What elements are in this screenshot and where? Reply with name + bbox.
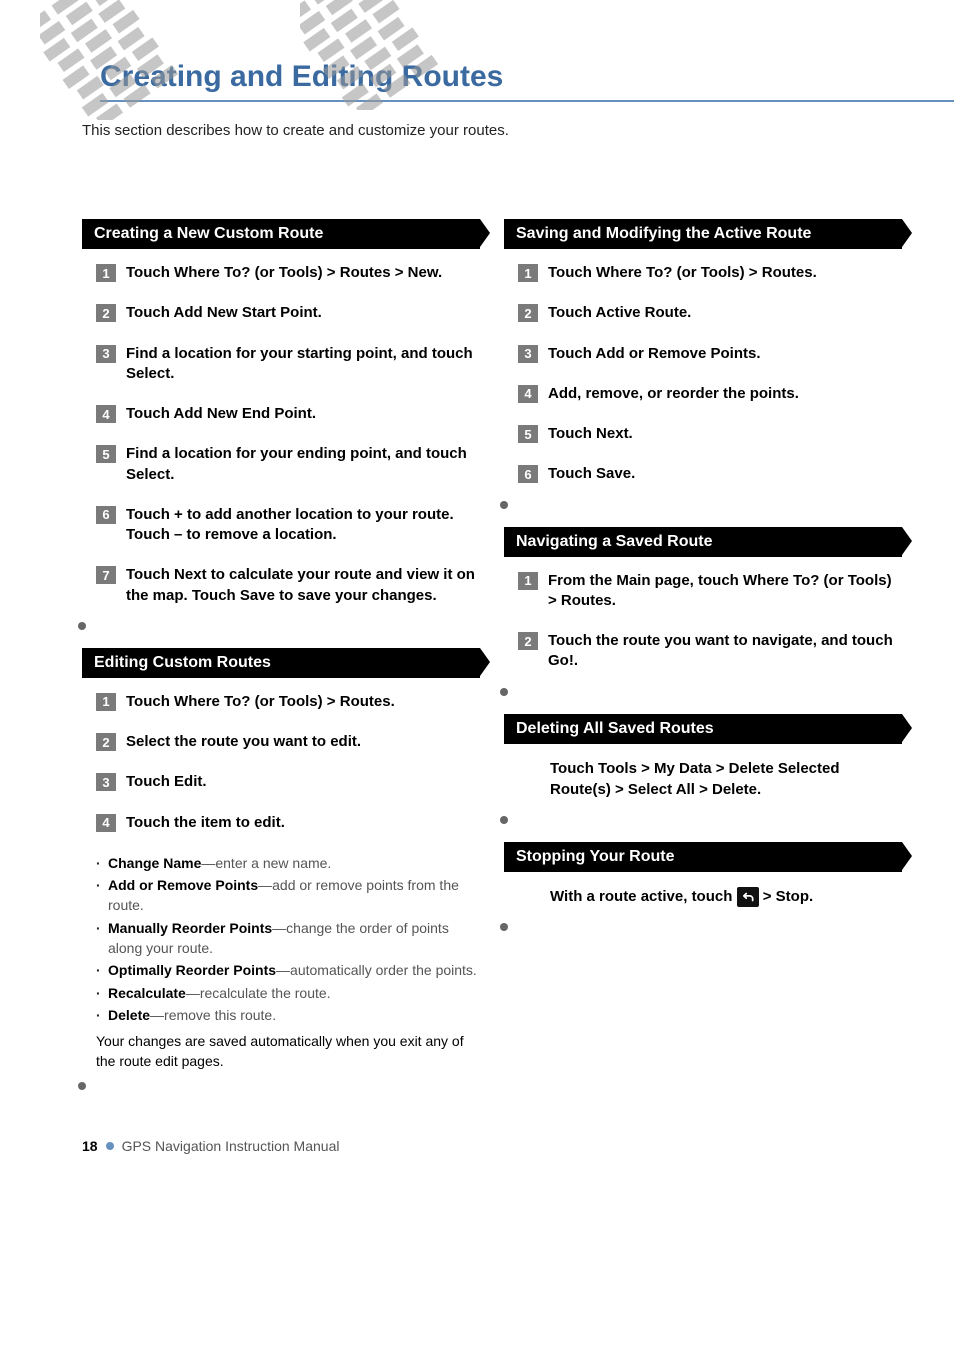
list-item: Add or Remove Points—add or remove point… [96, 875, 480, 916]
step: 3 Touch Add or Remove Points. [518, 344, 902, 364]
step-number: 1 [96, 264, 116, 282]
step-text: Touch Add New Start Point. [126, 303, 322, 323]
step-number: 7 [96, 566, 116, 584]
step: 6 Touch Save. [518, 464, 902, 484]
step-number: 2 [96, 304, 116, 322]
section-header-edit-custom: Editing Custom Routes [82, 648, 480, 678]
footer-manual-title: GPS Navigation Instruction Manual [122, 1138, 340, 1154]
step-text: Touch Next. [548, 424, 633, 444]
section-header-save-modify: Saving and Modifying the Active Route [504, 219, 902, 249]
manual-page: Creating and Editing Routes This section… [0, 0, 954, 1194]
left-column: Creating a New Custom Route 1 Touch Where… [82, 219, 480, 1108]
step-text: Touch Edit. [126, 772, 207, 792]
list-item: Delete—remove this route. [96, 1005, 480, 1025]
step-number: 1 [518, 572, 538, 590]
step-number: 5 [96, 445, 116, 463]
step-text: Touch Next to calculate your route and v… [126, 565, 480, 606]
step: 5 Touch Next. [518, 424, 902, 444]
section-end-dot [78, 622, 86, 630]
step: 7 Touch Next to calculate your route and … [96, 565, 480, 606]
edit-after-text: Your changes are saved automatically whe… [96, 1031, 480, 1072]
footer-dot-icon [106, 1142, 114, 1150]
step-text: Touch Active Route. [548, 303, 691, 323]
step-number: 3 [518, 345, 538, 363]
step-number: 3 [96, 345, 116, 363]
section-end-dot [500, 501, 508, 509]
step: 4 Touch Add New End Point. [96, 404, 480, 424]
content-columns: Creating a New Custom Route 1 Touch Where… [82, 219, 954, 1108]
step: 4 Touch the item to edit. [96, 813, 480, 833]
step: 4 Add, remove, or reorder the points. [518, 384, 902, 404]
step-number: 4 [96, 814, 116, 832]
list-item: Manually Reorder Points—change the order… [96, 918, 480, 959]
step-text: Touch Add New End Point. [126, 404, 316, 424]
step: 1 Touch Where To? (or Tools) > Routes. [96, 692, 480, 712]
step-number: 5 [518, 425, 538, 443]
step-text: Touch the route you want to navigate, an… [548, 631, 902, 672]
back-arrow-icon [737, 887, 759, 907]
section-header-stop: Stopping Your Route [504, 842, 902, 872]
section-end-dot [500, 923, 508, 931]
page-footer: 18 GPS Navigation Instruction Manual [82, 1138, 954, 1154]
list-item: Change Name—enter a new name. [96, 853, 480, 873]
step-number: 4 [96, 405, 116, 423]
right-column: Saving and Modifying the Active Route 1T… [504, 219, 902, 1108]
step: 1 Touch Where To? (or Tools) > Routes. [518, 263, 902, 283]
step: 2 Select the route you want to edit. [96, 732, 480, 752]
step-text: Select the route you want to edit. [126, 732, 361, 752]
step-text: Touch Save. [548, 464, 635, 484]
step-text: Find a location for your ending point, a… [126, 444, 480, 485]
step: 2 Touch Active Route. [518, 303, 902, 323]
step-text: Touch Where To? (or Tools) > Routes. [126, 692, 395, 712]
delete-all-text: Touch Tools > My Data > Delete Selected … [550, 758, 902, 800]
section-header-create-new: Creating a New Custom Route [82, 219, 480, 249]
stop-route-text: With a route active, touch > Stop. [550, 886, 902, 907]
step-number: 6 [96, 506, 116, 524]
section-end-dot [500, 688, 508, 696]
section-end-dot [78, 1082, 86, 1090]
intro-text: This section describes how to create and… [82, 122, 954, 139]
step-text: Touch the item to edit. [126, 813, 285, 833]
page-title: Creating and Editing Routes [100, 60, 954, 94]
edit-options-list: Change Name—enter a new name. Add or Rem… [96, 853, 480, 1025]
step-number: 4 [518, 385, 538, 403]
step: 2 Touch the route you want to navigate, a… [518, 631, 902, 672]
step-text: Find a location for your starting point,… [126, 344, 480, 385]
step-number: 2 [96, 733, 116, 751]
list-item: Recalculate—recalculate the route. [96, 983, 480, 1003]
step-text: Touch + to add another location to your … [126, 505, 480, 546]
section-end-dot [500, 816, 508, 824]
step-text: Touch Where To? (or Tools) > Routes. [548, 263, 817, 283]
step-number: 2 [518, 304, 538, 322]
step: 3 Touch Edit. [96, 772, 480, 792]
page-number: 18 [82, 1138, 98, 1154]
step-text: Touch Add or Remove Points. [548, 344, 761, 364]
list-item: Optimally Reorder Points—automatically o… [96, 960, 480, 980]
step-number: 2 [518, 632, 538, 650]
title-underline [100, 100, 954, 102]
section-header-navigate: Navigating a Saved Route [504, 527, 902, 557]
step-text: From the Main page, touch Where To? (or … [548, 571, 902, 612]
step-text: Touch Where To? (or Tools) > Routes > Ne… [126, 263, 442, 283]
step: 1 From the Main page, touch Where To? (or… [518, 571, 902, 612]
step-number: 6 [518, 465, 538, 483]
section-header-delete-all: Deleting All Saved Routes [504, 714, 902, 744]
step-number: 3 [96, 773, 116, 791]
step: 1 Touch Where To? (or Tools) > Routes > N… [96, 263, 480, 283]
step-number: 1 [518, 264, 538, 282]
step: 5 Find a location for your ending point, … [96, 444, 480, 485]
step: 6 Touch + to add another location to your… [96, 505, 480, 546]
step-number: 1 [96, 693, 116, 711]
step: 3 Find a location for your starting point… [96, 344, 480, 385]
step: 2 Touch Add New Start Point. [96, 303, 480, 323]
step-text: Add, remove, or reorder the points. [548, 384, 799, 404]
